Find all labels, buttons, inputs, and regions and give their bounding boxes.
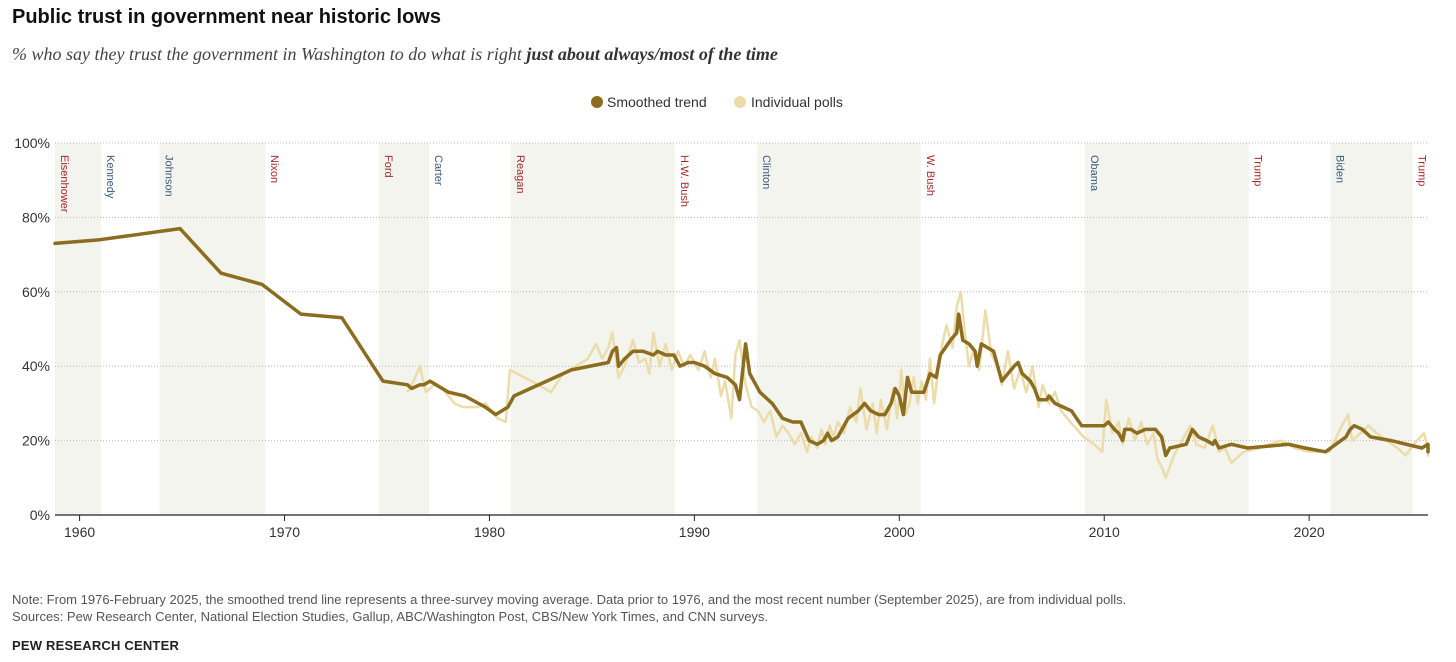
organization-credit: PEW RESEARCH CENTER [12,638,180,653]
legend-marker-smoothed [591,96,603,108]
president-label: Clinton [760,155,772,189]
president-label: Carter [432,155,444,186]
president-label: Nixon [268,155,280,183]
trust-chart: Smoothed trend Individual polls Eisenhowe… [14,94,1430,540]
chart-title: Public trust in government near historic… [12,6,441,28]
legend-label-smoothed: Smoothed trend [607,94,707,110]
president-band [510,143,675,515]
x-tick-label: 1980 [474,524,505,540]
president-label: Johnson [163,155,175,197]
y-tick-label: 0% [30,507,50,523]
gridlines [55,142,1428,442]
president-band [159,143,266,515]
legend-marker-polls [734,96,746,108]
y-tick-label: 100% [14,135,50,151]
president-labels: Eisenhower Kennedy Johnson Nixon Ford Carter R… [58,155,1428,213]
president-band [1084,143,1249,515]
president-bands [55,143,1413,515]
footnote: Note: From 1976-February 2025, the smoot… [12,592,1127,607]
president-label: H.W. Bush [678,155,690,207]
president-label: Obama [1088,155,1100,192]
subtitle-prefix: % who say they trust the government in W… [12,44,527,64]
president-label: Trump [1416,155,1428,186]
axes: 0% 20% 40% 60% 80% 100% 1960 1970 1980 1990 2000 20… [14,135,1428,540]
president-label: Kennedy [104,155,116,199]
chart-legend: Smoothed trend Individual polls [591,94,843,110]
x-tick-label: 2010 [1089,524,1120,540]
y-tick-label: 80% [22,209,50,225]
president-label: Eisenhower [58,155,70,213]
y-tick-label: 20% [22,433,50,449]
y-tick-label: 60% [22,284,50,300]
subtitle-emphasis: just about always/most of the time [526,44,778,64]
x-tick-label: 2020 [1294,524,1325,540]
sources-note: Sources: Pew Research Center, National E… [12,609,769,624]
president-label: Reagan [514,155,526,194]
series-lines [53,226,1430,480]
legend-label-polls: Individual polls [751,94,843,110]
x-tick-label: 2000 [884,524,915,540]
president-band [756,143,921,515]
individual-polls-line [406,290,1430,480]
smoothed-trend-line [53,226,1430,458]
y-tick-label: 40% [22,358,50,374]
x-tick-label: 1960 [64,524,95,540]
president-label: Biden [1334,155,1346,183]
chart-subtitle: % who say they trust the government in W… [12,44,778,65]
x-tick-label: 1990 [679,524,710,540]
x-tick-label: 1970 [269,524,300,540]
president-label: W. Bush [924,155,936,196]
president-band [55,143,102,515]
president-band [378,143,429,515]
president-band [1330,143,1413,515]
president-label: Trump [1252,155,1264,186]
president-label: Ford [382,155,394,178]
